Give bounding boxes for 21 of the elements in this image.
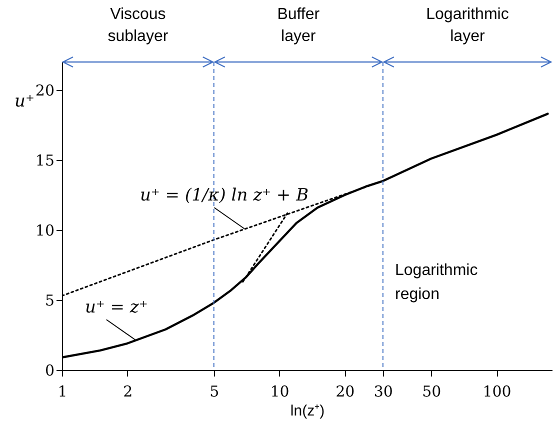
x-tick-label: 1 [58, 382, 68, 400]
annotation: Logarithmic region [395, 262, 478, 303]
x-tick-label: 20 [336, 382, 355, 400]
annotation: u⁺ = z⁺ [84, 298, 148, 318]
x-tick-label: 5 [210, 382, 220, 400]
y-tick-label: 5 [44, 292, 54, 310]
y-tick-label: 15 [35, 152, 54, 170]
annotation: u⁺ = (1/κ) ln z⁺ + B [140, 186, 309, 206]
x-tick-label: 100 [482, 382, 512, 400]
x-tick-label: 50 [422, 382, 442, 400]
y-tick-label: 10 [35, 222, 54, 240]
text: Buffer layer [277, 6, 320, 45]
x-axis-title: ln(z⁺) [290, 402, 325, 420]
y-axis-title: u⁺ [14, 92, 34, 112]
y-tick-label: 20 [35, 82, 54, 100]
y-tick-label: 0 [44, 362, 54, 380]
text: Logarithmic layer [426, 6, 509, 45]
text: Viscous sublayer [108, 6, 169, 45]
x-tick-label: 10 [270, 382, 290, 400]
x-tick-label: 30 [374, 382, 393, 400]
x-tick-label: 2 [123, 382, 133, 400]
